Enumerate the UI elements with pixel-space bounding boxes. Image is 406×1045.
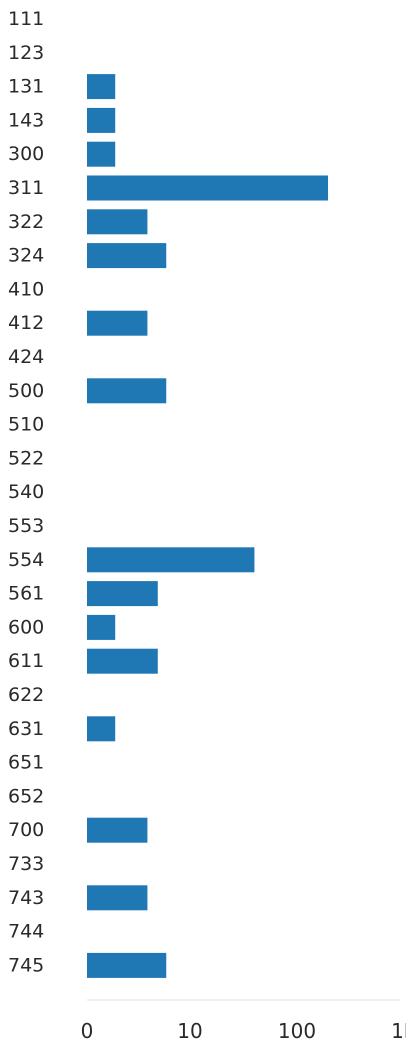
bar <box>87 885 148 911</box>
category-label: 700 <box>8 819 44 841</box>
category-label: 652 <box>8 785 44 807</box>
category-label: 412 <box>8 312 44 334</box>
category-label: 131 <box>8 76 44 98</box>
bar <box>87 648 158 674</box>
category-label: 554 <box>8 549 44 571</box>
bar <box>87 952 167 978</box>
bar <box>87 817 148 843</box>
category-label: 631 <box>8 718 44 740</box>
category-label: 311 <box>8 177 44 199</box>
category-label: 745 <box>8 954 44 976</box>
category-label: 743 <box>8 887 44 909</box>
bar <box>87 107 116 133</box>
bar <box>87 378 167 404</box>
x-tick-label: 10 <box>177 1019 202 1043</box>
category-label: 561 <box>8 583 44 605</box>
category-label: 622 <box>8 684 44 706</box>
x-tick-label: 100 <box>278 1019 316 1043</box>
category-label: 500 <box>8 380 44 402</box>
bars <box>87 74 329 978</box>
bar <box>87 141 116 167</box>
bar <box>87 175 329 201</box>
bar <box>87 547 255 573</box>
category-label: 424 <box>8 346 44 368</box>
category-label: 522 <box>8 447 44 469</box>
category-label: 322 <box>8 211 44 233</box>
x-axis-ticks: 0 10 100 1K <box>81 1019 406 1043</box>
x-tick-label: 0 <box>81 1019 94 1043</box>
bar <box>87 614 116 640</box>
category-label: 510 <box>8 414 44 436</box>
bar <box>87 74 116 100</box>
bar <box>87 243 167 269</box>
category-label: 410 <box>8 278 44 300</box>
bar <box>87 310 148 336</box>
bar <box>87 209 148 235</box>
category-label: 540 <box>8 481 44 503</box>
category-label: 600 <box>8 616 44 638</box>
category-label: 611 <box>8 650 44 672</box>
category-label: 744 <box>8 921 44 943</box>
category-label: 143 <box>8 109 44 131</box>
bar <box>87 581 158 607</box>
category-label: 733 <box>8 853 44 875</box>
category-labels: 111 123 131 143 300 311 322 324 410 412 424 500 510 5… <box>8 8 44 976</box>
category-label: 651 <box>8 752 44 774</box>
category-label: 553 <box>8 515 44 537</box>
category-label: 300 <box>8 143 44 165</box>
category-label: 111 <box>8 8 44 30</box>
category-label: 324 <box>8 245 44 267</box>
category-label: 123 <box>8 42 44 64</box>
x-tick-label: 1K <box>391 1019 406 1043</box>
bar <box>87 716 116 742</box>
